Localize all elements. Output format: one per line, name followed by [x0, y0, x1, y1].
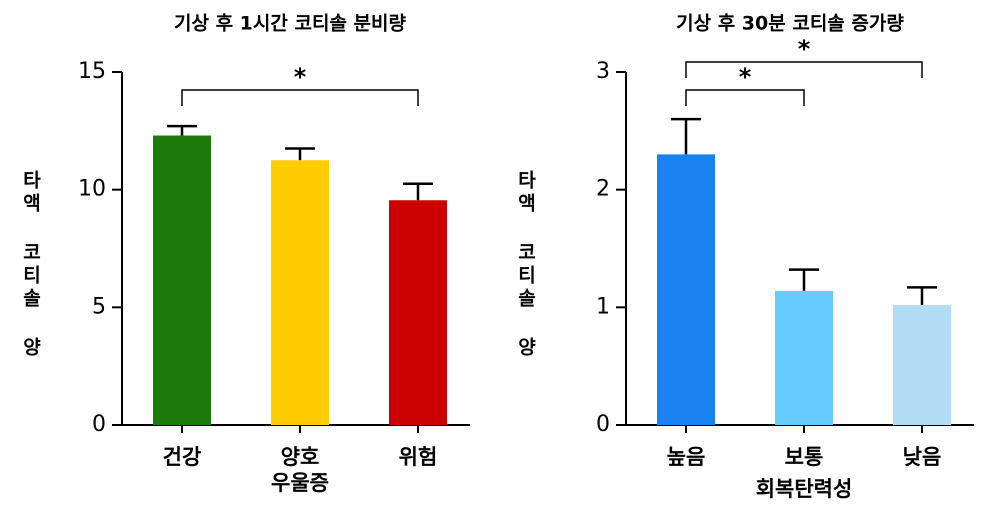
y-tick-label: 0 [596, 412, 610, 437]
significance-bracket [685, 89, 805, 106]
y-tick-label: 5 [92, 294, 106, 319]
x-axis-label: 회복탄력성 [756, 477, 853, 501]
y-tick-label: 2 [596, 177, 610, 202]
bar [271, 160, 329, 425]
chart-title: 기상 후 30분 코티솔 증가량 [676, 13, 904, 35]
significance-bracket [685, 61, 923, 78]
significance-label: * [739, 63, 752, 91]
bar [389, 200, 447, 425]
x-tick-label: 보통 [785, 445, 824, 469]
bar [657, 154, 715, 425]
y-axis-label: 타액 코티솔 양 [515, 170, 537, 360]
x-tick-label: 건강 [163, 445, 202, 469]
x-tick-label: 높음 [667, 445, 706, 469]
y-tick-label: 10 [78, 177, 106, 202]
bar [775, 290, 833, 425]
y-tick-label: 15 [78, 59, 106, 84]
bar [153, 135, 211, 426]
x-tick-label: 양호 우울증 [271, 445, 329, 495]
x-tick-label: 낮음 [903, 445, 942, 469]
chart-title: 기상 후 1시간 코티솔 분비량 [174, 13, 406, 35]
bar [893, 304, 951, 425]
x-tick-label: 위험 [399, 445, 438, 469]
y-axis-label: 타액 코티솔 양 [20, 170, 42, 360]
y-tick-label: 1 [596, 294, 610, 319]
significance-bracket [181, 89, 419, 106]
significance-label: * [294, 63, 307, 91]
y-tick-label: 3 [596, 59, 610, 84]
significance-label: * [798, 35, 811, 63]
y-tick-label: 0 [92, 412, 106, 437]
